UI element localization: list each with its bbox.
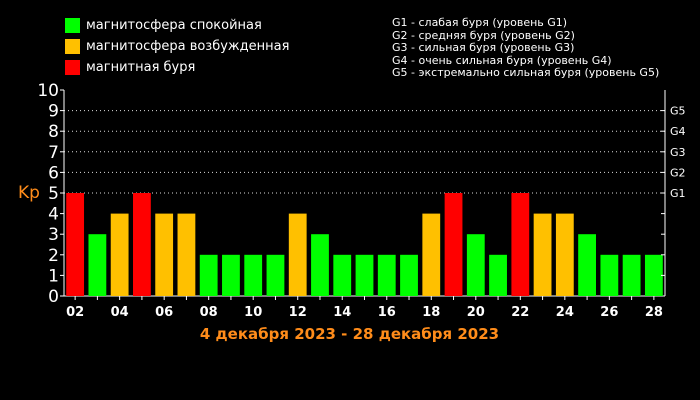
y-tick-label-5: 5 [48, 184, 59, 204]
kp-bar-27 [644, 254, 663, 296]
g1-legend-text: G1 - слабая буря (уровень G1) [392, 16, 568, 29]
kp-bar-24 [578, 234, 596, 296]
g2-legend-text: G2 - средняя буря (уровень G2) [392, 28, 575, 42]
kp-bar-1 [66, 193, 85, 296]
legend-calm-swatch [65, 18, 80, 33]
chart-title: 4 декабря 2023 - 28 декабря 2023 [200, 325, 499, 343]
legend-storm-swatch [65, 60, 80, 75]
kp-bar-7 [199, 254, 218, 296]
x-tick-label-22: 22 [511, 305, 529, 320]
y-tick-label-7: 7 [48, 143, 59, 163]
x-tick-label-14: 14 [333, 305, 351, 320]
kp-bar-25 [600, 254, 619, 296]
y-tick-label-1: 1 [48, 266, 59, 286]
kp-bar-10 [266, 254, 285, 296]
legend-active-swatch [65, 39, 80, 54]
legend-active-label: магнитосфера возбужденная [86, 39, 290, 54]
y-tick-label-0: 0 [48, 287, 59, 307]
x-tick-label-08: 08 [200, 305, 218, 320]
legend-storm: магнитная буря [65, 60, 195, 75]
kp-bar-20 [489, 254, 507, 296]
x-tick-label-20: 20 [467, 305, 485, 320]
x-tick-label-02: 02 [66, 305, 84, 320]
legend-storm-label: магнитная буря [86, 60, 196, 75]
right-tick-label-g3: G3 [670, 146, 686, 159]
kp-bar-4 [133, 193, 151, 296]
x-tick-label-26: 26 [600, 305, 618, 320]
kp-bar-12 [311, 234, 329, 296]
y-tick-label-6: 6 [48, 163, 59, 183]
kp-bar-19 [466, 234, 485, 296]
kp-bar-5 [155, 213, 174, 296]
x-tick-label-04: 04 [111, 305, 129, 320]
y-tick-label-2: 2 [48, 246, 59, 266]
y-tick-label-9: 9 [48, 102, 59, 122]
y-tick-label-10: 10 [37, 81, 59, 101]
right-tick-label-g5: G5 [670, 105, 686, 118]
kp-bar-22 [533, 213, 552, 296]
y-axis-label: Kp [18, 183, 40, 203]
kp-bar-18 [444, 193, 463, 296]
x-tick-label-18: 18 [422, 305, 440, 320]
kp-bar-14 [355, 254, 374, 296]
kp-bar-3 [110, 213, 129, 296]
g4-legend-text: G4 - очень сильная буря (уровень G4) [392, 53, 612, 67]
kp-bar-9 [244, 254, 263, 296]
y-tick-label-3: 3 [48, 225, 59, 245]
right-tick-label-g4: G4 [670, 125, 686, 138]
g5-legend-text: G5 - экстремально сильная буря (уровень … [392, 66, 660, 80]
kp-bar-23 [555, 213, 574, 296]
y-tick-label-4: 4 [48, 205, 59, 225]
x-tick-label-24: 24 [556, 305, 574, 320]
legend-calm-label: магнитосфера спокойная [86, 18, 262, 33]
kp-bar-13 [333, 254, 352, 296]
legend-calm: магнитосфера спокойная [65, 18, 262, 33]
kp-bar-15 [377, 254, 396, 296]
g-level-legend: G1 - слабая буря (уровень G1) G2 - средн… [392, 16, 660, 80]
x-tick-label-12: 12 [289, 305, 307, 320]
x-tick-label-06: 06 [155, 305, 173, 320]
kp-bar-11 [288, 213, 307, 296]
g3-legend-text: G3 - сильная буря (уровень G3) [392, 41, 575, 55]
kp-bar-8 [222, 254, 240, 296]
kp-bar-2 [88, 234, 107, 296]
y-tick-label-8: 8 [48, 122, 59, 142]
x-tick-label-10: 10 [244, 305, 262, 320]
right-tick-label-g1: G1 [670, 187, 686, 200]
kp-bar-26 [622, 254, 641, 296]
kp-bar-17 [422, 213, 441, 296]
legend-active: магнитосфера возбужденная [65, 39, 289, 54]
kp-bar-6 [177, 213, 196, 296]
x-tick-label-16: 16 [378, 305, 396, 320]
kp-bar-21 [511, 193, 530, 296]
kp-bar-16 [400, 254, 418, 296]
x-tick-label-28: 28 [645, 305, 663, 320]
right-tick-label-g2: G2 [670, 166, 686, 179]
